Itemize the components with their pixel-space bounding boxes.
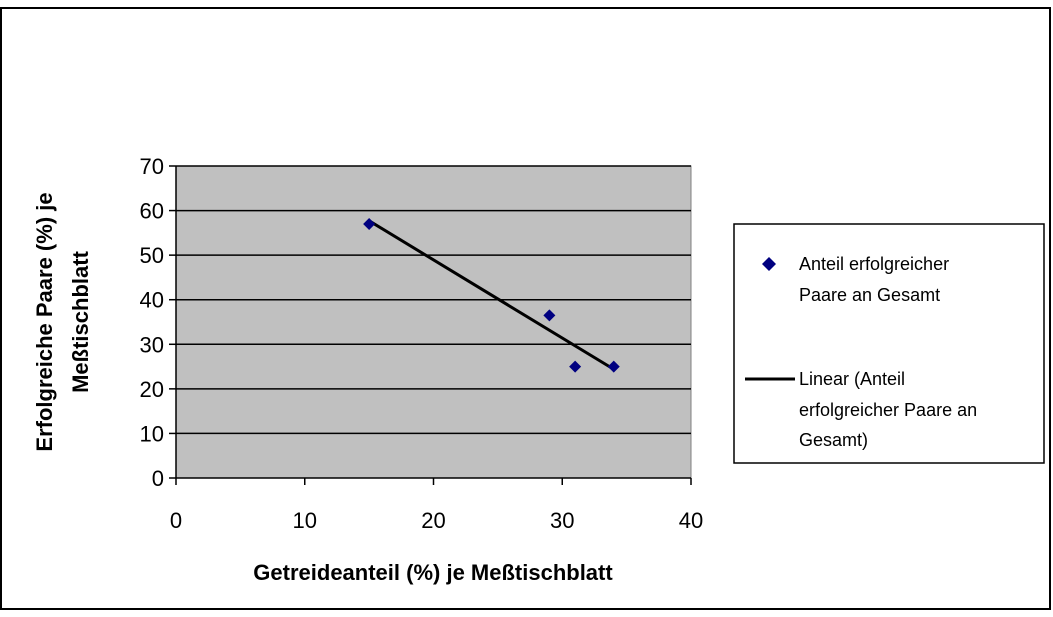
y-tick-label: 60: [140, 199, 164, 224]
legend-label-scatter-line-1: Anteil erfolgreicher: [799, 254, 949, 274]
x-axis-title: Getreideanteil (%) je Meßtischblatt: [253, 560, 613, 585]
y-tick-label: 50: [140, 243, 164, 268]
plot-area: [175, 165, 692, 479]
legend-label-trendline-line-1: Linear (Anteil: [799, 369, 905, 389]
y-tick-label: 30: [140, 332, 164, 357]
data-point: [607, 360, 620, 373]
y-axis-title: Erfolgreiche Paare (%) je Meßtischblatt: [32, 192, 93, 451]
x-tick-label: 10: [293, 508, 317, 533]
points-layer: [363, 217, 620, 373]
legend: Anteil erfolgreicher Paare an Gesamt Lin…: [733, 223, 1045, 464]
gridlines: [176, 165, 691, 435]
x-tick-label: 0: [170, 508, 182, 533]
x-tick-label: 40: [679, 508, 703, 533]
legend-label-trendline-line-2: erfolgreicher Paare an: [799, 400, 977, 420]
legend-label-trendline-line-3: Gesamt): [799, 430, 868, 450]
x-tick-label: 20: [421, 508, 445, 533]
legend-box: [733, 223, 1045, 464]
y-tick-label: 70: [140, 154, 164, 179]
x-tick-label: 30: [550, 508, 574, 533]
data-point: [569, 360, 582, 373]
data-point: [363, 217, 376, 230]
trendline: [368, 219, 615, 371]
axes: 0 10 20 30 40 50 60 70 0 10 20 30 40: [140, 154, 704, 533]
data-point: [543, 309, 556, 322]
y-tick-label: 20: [140, 377, 164, 402]
y-tick-label: 0: [152, 466, 164, 491]
trendline-layer: [368, 219, 615, 371]
y-tick-label: 40: [140, 288, 164, 313]
y-axis-title-line-2: Meßtischblatt: [68, 250, 93, 392]
y-axis-title-line-1: Erfolgreiche Paare (%) je: [32, 192, 57, 451]
y-tick-label: 10: [140, 421, 164, 446]
legend-label-scatter-line-2: Paare an Gesamt: [799, 285, 940, 305]
legend-marker-scatter: [762, 257, 776, 271]
